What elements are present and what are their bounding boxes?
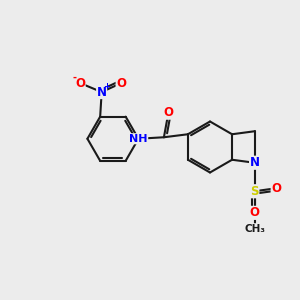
Text: NH: NH	[129, 134, 148, 144]
Text: +: +	[103, 82, 111, 91]
Text: N: N	[97, 85, 107, 99]
Text: O: O	[116, 76, 126, 90]
Text: O: O	[250, 206, 260, 219]
Text: S: S	[250, 185, 259, 198]
Text: N: N	[250, 156, 260, 169]
Text: O: O	[75, 76, 85, 90]
Text: O: O	[164, 106, 173, 119]
Text: O: O	[271, 182, 281, 195]
Text: CH₃: CH₃	[244, 224, 265, 234]
Text: -: -	[73, 73, 77, 83]
